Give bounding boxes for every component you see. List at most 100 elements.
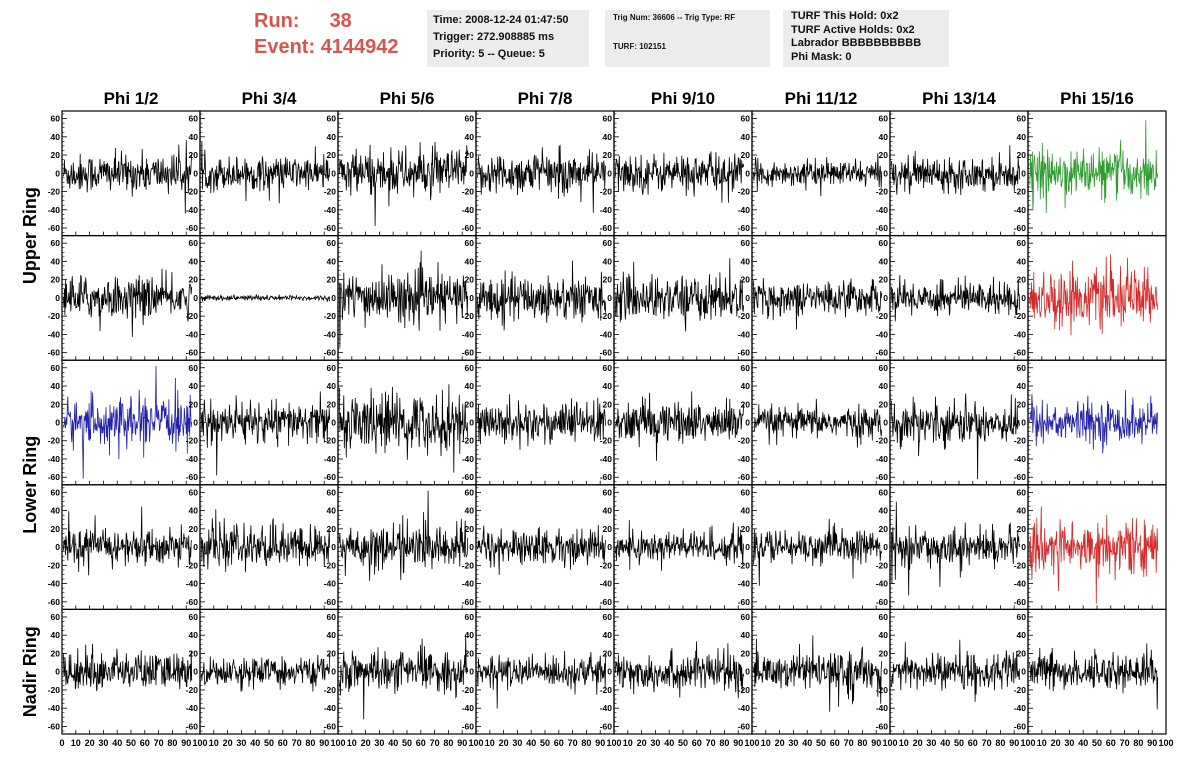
x-tick-label-c3-30: 30 bbox=[512, 738, 522, 748]
y-tick-label-r4-c6--20: -20 bbox=[876, 685, 889, 695]
y-tick-label-r2-c2-20: 20 bbox=[327, 399, 337, 409]
y-tick-label-r0-c3-20: 20 bbox=[465, 150, 475, 160]
trigger-text: Trigger: 272.908885 ms bbox=[433, 31, 555, 43]
waveform-r4-c5 bbox=[753, 635, 883, 712]
y-tick-label-r1-c1-20: 20 bbox=[189, 275, 199, 285]
x-tick-label-c3-80: 80 bbox=[581, 738, 591, 748]
y-tick-label-r0-c4--40: -40 bbox=[600, 205, 613, 215]
y-tick-label-r3-c4--60: -60 bbox=[600, 597, 613, 607]
x-tick-label-c5-30: 30 bbox=[788, 738, 798, 748]
y-tick-label-r1-c7-0: 0 bbox=[1021, 293, 1026, 303]
y-tick-label-r3-c2-20: 20 bbox=[327, 524, 337, 534]
x-tick-label-c2-40: 40 bbox=[388, 738, 398, 748]
y-tick-label-r4-c1--20: -20 bbox=[186, 685, 199, 695]
y-tick-label-r3-c3--60: -60 bbox=[462, 597, 475, 607]
y-tick-label-r3-c2--40: -40 bbox=[324, 579, 337, 589]
y-tick-label-r2-c4--40: -40 bbox=[600, 454, 613, 464]
y-tick-label-r1-c0-20: 20 bbox=[51, 275, 61, 285]
y-tick-label-r2-c2--60: -60 bbox=[324, 472, 337, 482]
y-tick-label-r0-c7--40: -40 bbox=[1014, 205, 1027, 215]
waveform-r0-c1 bbox=[201, 141, 331, 204]
y-tick-label-r2-c0-40: 40 bbox=[51, 381, 61, 391]
y-tick-label-r4-c3--40: -40 bbox=[462, 703, 475, 713]
y-tick-label-r2-c6--40: -40 bbox=[876, 454, 889, 464]
waveform-r4-c6 bbox=[891, 639, 1021, 702]
y-tick-label-r4-c4--40: -40 bbox=[600, 703, 613, 713]
y-tick-label-r1-c4-20: 20 bbox=[603, 275, 613, 285]
y-tick-label-r0-c7--60: -60 bbox=[1014, 223, 1027, 233]
y-tick-label-r2-c5-20: 20 bbox=[741, 399, 751, 409]
y-tick-label-r4-c6-20: 20 bbox=[879, 648, 889, 658]
y-tick-label-r1-c1--20: -20 bbox=[186, 311, 199, 321]
waveform-r1-c7 bbox=[1029, 254, 1159, 336]
y-tick-label-r0-c0--60: -60 bbox=[48, 223, 61, 233]
y-tick-label-r4-c2-60: 60 bbox=[327, 612, 337, 622]
y-tick-label-r4-c3-60: 60 bbox=[465, 612, 475, 622]
y-tick-label-r1-c5-20: 20 bbox=[741, 275, 751, 285]
y-tick-label-r3-c7-0: 0 bbox=[1021, 542, 1026, 552]
y-tick-label-r1-c0--60: -60 bbox=[48, 348, 61, 358]
y-tick-label-r3-c1--40: -40 bbox=[186, 579, 199, 589]
y-tick-label-r2-c5-60: 60 bbox=[741, 363, 751, 373]
x-tick-label-c7-70: 70 bbox=[1120, 738, 1130, 748]
y-tick-label-r4-c3-0: 0 bbox=[469, 667, 474, 677]
x-tick-label-c4-40: 40 bbox=[664, 738, 674, 748]
y-tick-label-r1-c0-0: 0 bbox=[55, 293, 60, 303]
y-tick-label-r1-c5-0: 0 bbox=[745, 293, 750, 303]
y-tick-label-r1-c5--60: -60 bbox=[738, 348, 751, 358]
x-tick-label-c1-50: 50 bbox=[264, 738, 274, 748]
x-tick-label-c4-70: 70 bbox=[706, 738, 716, 748]
y-tick-label-r3-c6-40: 40 bbox=[879, 506, 889, 516]
x-tick-label-c1-60: 60 bbox=[278, 738, 288, 748]
y-tick-label-r0-c4-20: 20 bbox=[603, 150, 613, 160]
column-title-1: Phi 3/4 bbox=[242, 89, 297, 108]
y-tick-label-r2-c1-0: 0 bbox=[193, 418, 198, 428]
y-tick-label-r4-c7--60: -60 bbox=[1014, 721, 1027, 731]
y-tick-label-r2-c5-40: 40 bbox=[741, 381, 751, 391]
y-tick-label-r1-c1-60: 60 bbox=[189, 238, 199, 248]
y-tick-label-r2-c5--40: -40 bbox=[738, 454, 751, 464]
waveform-r0-c6 bbox=[891, 145, 1021, 196]
y-tick-label-r2-c0-60: 60 bbox=[51, 363, 61, 373]
labrador-text: Labrador BBBBBBBBBB bbox=[791, 37, 922, 49]
y-tick-label-r4-c6--60: -60 bbox=[876, 721, 889, 731]
y-tick-label-r1-c0--40: -40 bbox=[48, 329, 61, 339]
y-tick-label-r0-c1-20: 20 bbox=[189, 150, 199, 160]
x-tick-label-c1-80: 80 bbox=[305, 738, 315, 748]
y-tick-label-r2-c3--40: -40 bbox=[462, 454, 475, 464]
y-tick-label-r0-c5-40: 40 bbox=[741, 132, 751, 142]
y-tick-label-r3-c5-60: 60 bbox=[741, 487, 751, 497]
y-tick-label-r3-c2-60: 60 bbox=[327, 487, 337, 497]
waveform-r2-c4 bbox=[615, 391, 745, 461]
time-text: Time: 2008-12-24 01:47:50 bbox=[433, 14, 569, 26]
y-tick-label-r4-c4-60: 60 bbox=[603, 612, 613, 622]
y-tick-label-r4-c0-60: 60 bbox=[51, 612, 61, 622]
y-tick-label-r4-c2-0: 0 bbox=[331, 667, 336, 677]
y-tick-label-r1-c2--20: -20 bbox=[324, 311, 337, 321]
y-tick-label-r3-c3-40: 40 bbox=[465, 506, 475, 516]
y-tick-label-r0-c1--40: -40 bbox=[186, 205, 199, 215]
y-tick-label-r3-c6-20: 20 bbox=[879, 524, 889, 534]
y-tick-label-r0-c4-40: 40 bbox=[603, 132, 613, 142]
x-tick-label-c1-100: 100 bbox=[330, 738, 345, 748]
y-tick-label-r0-c4--20: -20 bbox=[600, 187, 613, 197]
x-tick-label-c2-10: 10 bbox=[347, 738, 357, 748]
waveform-r1-c4 bbox=[615, 258, 745, 332]
waveform-r2-c7 bbox=[1029, 389, 1159, 454]
y-tick-label-r0-c6--20: -20 bbox=[876, 187, 889, 197]
y-tick-label-r4-c4--20: -20 bbox=[600, 685, 613, 695]
event-label: Event: bbox=[254, 36, 316, 58]
waveform-r0-c2 bbox=[339, 141, 469, 227]
y-tick-label-r1-c4--20: -20 bbox=[600, 311, 613, 321]
y-tick-label-r4-c5--40: -40 bbox=[738, 703, 751, 713]
x-tick-label-c1-70: 70 bbox=[292, 738, 302, 748]
y-tick-label-r0-c2--20: -20 bbox=[324, 187, 337, 197]
x-tick-label-c6-40: 40 bbox=[940, 738, 950, 748]
waveform-r2-c2 bbox=[339, 384, 469, 473]
waveform-r3-c4 bbox=[615, 519, 745, 571]
y-tick-label-r0-c4-60: 60 bbox=[603, 114, 613, 124]
y-tick-label-r3-c0--60: -60 bbox=[48, 597, 61, 607]
y-tick-label-r2-c7--20: -20 bbox=[1014, 436, 1027, 446]
x-tick-label-c5-10: 10 bbox=[761, 738, 771, 748]
y-tick-label-r2-c1-40: 40 bbox=[189, 381, 199, 391]
